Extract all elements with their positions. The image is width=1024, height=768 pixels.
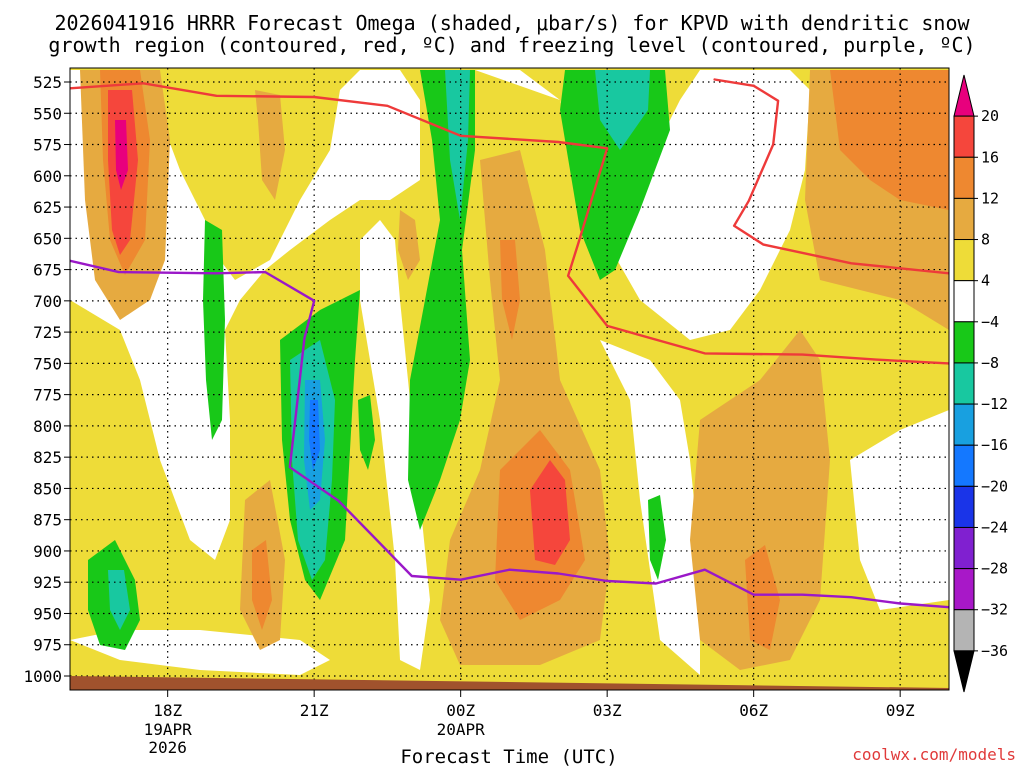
colorbar-label: −12	[981, 395, 1008, 413]
x-tick-date-label: 20APR	[437, 720, 486, 739]
colorbar-swatch	[953, 156, 975, 199]
chart-title-line1: 2026041916 HRRR Forecast Omega (shaded, …	[54, 11, 970, 35]
colorbar-swatch	[953, 444, 975, 487]
colorbar: 20 16 12 8 4 −4 −8 −12 −16 −20 −24 −28 −32 −36	[953, 74, 1008, 693]
colorbar-swatch	[953, 197, 975, 241]
colorbar-label: −20	[981, 477, 1008, 495]
y-tick-label: 625	[33, 198, 62, 217]
y-tick-label: 850	[33, 479, 62, 498]
colorbar-label: −4	[981, 313, 999, 331]
y-tick-label: 775	[33, 386, 62, 405]
y-tick-label: 975	[33, 636, 62, 655]
omega-shaded-field	[70, 68, 949, 690]
colorbar-swatch	[953, 485, 975, 528]
freezing-level-contour	[70, 259, 949, 609]
colorbar-swatch	[953, 280, 975, 323]
chart-title-line2: growth region (contoured, red, ºC) and f…	[48, 33, 975, 57]
contour-lines	[70, 78, 949, 609]
x-tick-year-label: 2026	[148, 738, 187, 757]
colorbar-swatch	[953, 115, 975, 158]
y-tick-label: 800	[33, 417, 62, 436]
colorbar-label: 16	[981, 148, 999, 166]
y-tick-label: 925	[33, 573, 62, 592]
y-tick-label: 825	[33, 448, 62, 467]
x-tick-label: 00Z	[446, 701, 475, 720]
colorbar-cap-bottom	[953, 650, 975, 693]
x-tick-date-label: 19APR	[144, 720, 193, 739]
colorbar-label: 20	[981, 107, 999, 125]
x-tick-label: 09Z	[886, 701, 915, 720]
colorbar-label: −32	[981, 601, 1008, 619]
y-tick-label: 700	[33, 292, 62, 311]
y-tick-label: 950	[33, 604, 62, 623]
colorbar-label: −24	[981, 518, 1008, 536]
y-tick-label: 725	[33, 323, 62, 342]
credit-text: coolwx.com/models	[852, 745, 1016, 764]
colorbar-label: −36	[981, 642, 1008, 660]
colorbar-swatch	[953, 321, 975, 364]
colorbar-swatch	[953, 526, 975, 570]
colorbar-label: −16	[981, 436, 1008, 454]
x-tick-label: 21Z	[300, 701, 329, 720]
colorbar-label: 4	[981, 272, 990, 290]
y-tick-label: 675	[33, 261, 62, 280]
x-axis-label: Forecast Time (UTC)	[400, 746, 617, 768]
y-tick-label: 1000	[23, 667, 62, 686]
colorbar-swatch	[953, 568, 975, 611]
y-tick-label: 875	[33, 511, 62, 530]
x-tick-label: 18Z	[153, 701, 182, 720]
colorbar-label: −8	[981, 354, 999, 372]
colorbar-label: −28	[981, 560, 1008, 578]
y-tick-label: 900	[33, 542, 62, 561]
colorbar-swatch	[953, 609, 975, 652]
colorbar-label: 8	[981, 231, 990, 249]
dendritic-growth-contour	[70, 82, 949, 365]
colorbar-label: 12	[981, 189, 999, 207]
colorbar-swatch	[953, 403, 975, 446]
ground-surface	[70, 676, 949, 690]
dendritic-growth-contour	[713, 78, 949, 275]
plot-frame	[69, 67, 950, 691]
colorbar-cap-top	[953, 74, 975, 117]
y-tick-label: 600	[33, 167, 62, 186]
y-tick-label: 550	[33, 104, 62, 123]
colorbar-swatch	[953, 362, 975, 405]
y-tick-label: 525	[33, 73, 62, 92]
x-tick-label: 06Z	[739, 701, 768, 720]
y-tick-label: 750	[33, 354, 62, 373]
y-tick-label: 575	[33, 136, 62, 155]
y-axis-ticks: 525 550 575 600 625 650 675 700 725 750 775 800 825 8…	[23, 73, 70, 686]
colorbar-swatch	[953, 239, 975, 282]
x-tick-label: 03Z	[593, 701, 622, 720]
grid-lines	[70, 68, 949, 690]
y-tick-label: 650	[33, 229, 62, 248]
